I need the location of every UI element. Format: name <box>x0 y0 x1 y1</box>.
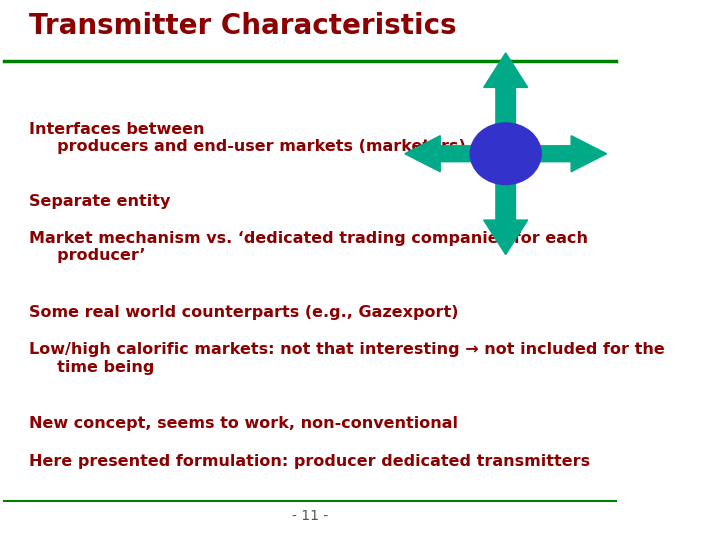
Text: Interfaces between
     producers and end-user markets (marketers): Interfaces between producers and end-use… <box>29 122 465 154</box>
FancyArrow shape <box>484 53 528 143</box>
Circle shape <box>470 123 541 185</box>
Text: New concept, seems to work, non-conventional: New concept, seems to work, non-conventi… <box>29 416 458 431</box>
Text: - 11 -: - 11 - <box>292 509 328 523</box>
Text: Market mechanism vs. ‘dedicated trading companies for each
     producer’: Market mechanism vs. ‘dedicated trading … <box>29 231 588 263</box>
FancyArrow shape <box>405 136 493 172</box>
Text: Transmitter Characteristics: Transmitter Characteristics <box>29 12 456 39</box>
Text: Separate entity: Separate entity <box>29 193 170 208</box>
FancyArrow shape <box>484 164 528 254</box>
Text: Low/high calorific markets: not that interesting → not included for the
     tim: Low/high calorific markets: not that int… <box>29 342 665 375</box>
Text: Some real world counterparts (e.g., Gazexport): Some real world counterparts (e.g., Gaze… <box>29 305 458 320</box>
FancyArrow shape <box>518 136 606 172</box>
Text: Here presented formulation: producer dedicated transmitters: Here presented formulation: producer ded… <box>29 454 590 469</box>
